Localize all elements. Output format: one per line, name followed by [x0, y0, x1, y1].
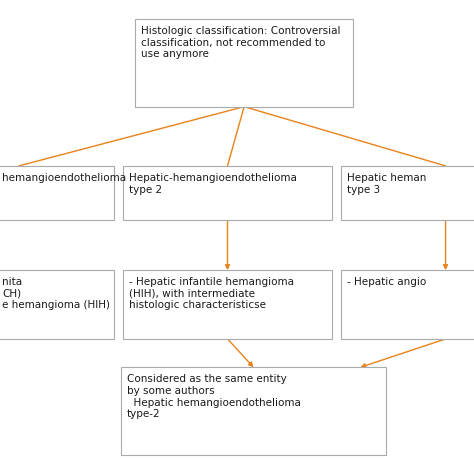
Text: Hepatic heman
type 3: Hepatic heman type 3 — [347, 173, 426, 195]
FancyBboxPatch shape — [123, 270, 332, 339]
Text: Hepatic-hemangioendothelioma
type 2: Hepatic-hemangioendothelioma type 2 — [129, 173, 297, 195]
FancyBboxPatch shape — [123, 166, 332, 220]
Text: - Hepatic angio: - Hepatic angio — [347, 277, 426, 287]
Text: Histologic classification: Controversial
classification, not recommended to
use : Histologic classification: Controversial… — [141, 26, 340, 59]
Text: hemangioendothelioma: hemangioendothelioma — [2, 173, 127, 183]
Text: - Hepatic infantile hemangioma
(HIH), with intermediate
histologic characteristi: - Hepatic infantile hemangioma (HIH), wi… — [129, 277, 294, 310]
Text: Considered as the same entity
by some authors
  Hepatic hemangioendothelioma
typ: Considered as the same entity by some au… — [127, 374, 301, 419]
FancyBboxPatch shape — [0, 270, 114, 339]
FancyBboxPatch shape — [341, 166, 474, 220]
FancyBboxPatch shape — [121, 367, 386, 455]
FancyBboxPatch shape — [341, 270, 474, 339]
FancyBboxPatch shape — [135, 19, 353, 107]
Text: nita
CH)
e hemangioma (HIH): nita CH) e hemangioma (HIH) — [2, 277, 110, 310]
FancyBboxPatch shape — [0, 166, 114, 220]
